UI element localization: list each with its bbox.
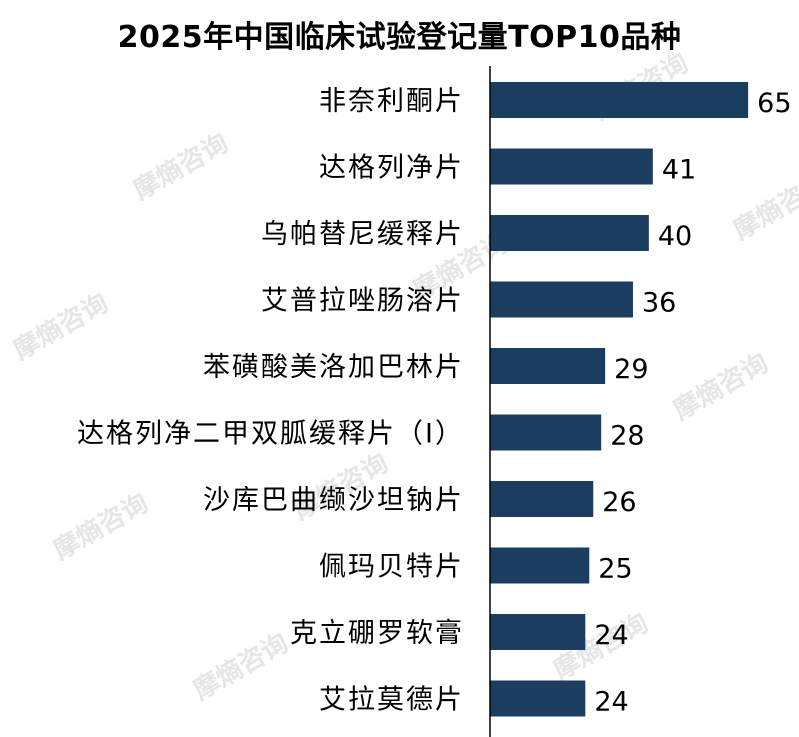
watermark-text: 摩熵咨询 xyxy=(668,347,774,426)
category-label: 非奈利酮片 xyxy=(319,86,464,117)
category-label: 沙库巴曲缬沙坦钠片 xyxy=(203,485,464,516)
bars-layer xyxy=(490,82,749,717)
bar xyxy=(490,215,649,251)
value-label: 24 xyxy=(594,687,628,718)
value-label: 29 xyxy=(614,354,648,385)
category-label: 艾普拉唑肠溶片 xyxy=(261,286,464,317)
watermark-text: 摩熵咨询 xyxy=(128,127,234,206)
value-label: 40 xyxy=(658,221,692,252)
value-label: 24 xyxy=(594,620,628,651)
category-label: 艾拉莫德片 xyxy=(319,685,464,716)
bar xyxy=(490,614,586,650)
bar xyxy=(490,82,749,118)
category-label: 苯磺酸美洛加巴林片 xyxy=(203,352,464,383)
value-label: 36 xyxy=(642,288,676,319)
category-label: 乌帕替尼缓释片 xyxy=(261,219,464,250)
value-label: 28 xyxy=(610,421,644,452)
value-label: 25 xyxy=(598,554,632,585)
watermark-text: 摩熵咨询 xyxy=(8,287,114,366)
value-label: 41 xyxy=(662,155,696,186)
category-label: 佩玛贝特片 xyxy=(319,552,464,583)
watermark-text: 摩熵咨询 xyxy=(728,167,799,246)
bar xyxy=(490,481,594,517)
category-label: 达格列净二甲双胍缓释片（Ⅰ） xyxy=(77,419,464,450)
bar xyxy=(490,148,653,185)
category-label: 克立硼罗软膏 xyxy=(290,618,464,649)
watermark-text: 摩熵咨询 xyxy=(48,487,154,566)
bar xyxy=(490,414,602,451)
bar xyxy=(490,281,633,318)
category-label: 达格列净片 xyxy=(319,153,464,184)
category-labels: 非奈利酮片达格列净片乌帕替尼缓释片艾普拉唑肠溶片苯磺酸美洛加巴林片达格列净二甲双… xyxy=(77,86,464,716)
value-labels: 65 41 40 36 29 28 26 25 24 24 xyxy=(594,88,791,718)
bar xyxy=(490,547,590,584)
value-label: 26 xyxy=(602,487,636,518)
bar xyxy=(490,680,586,717)
watermark-text: 摩熵咨询 xyxy=(188,627,294,706)
value-label: 65 xyxy=(757,88,791,119)
chart-title: 2025年中国临床试验登记量TOP10品种 xyxy=(117,20,682,55)
bar xyxy=(490,348,606,384)
